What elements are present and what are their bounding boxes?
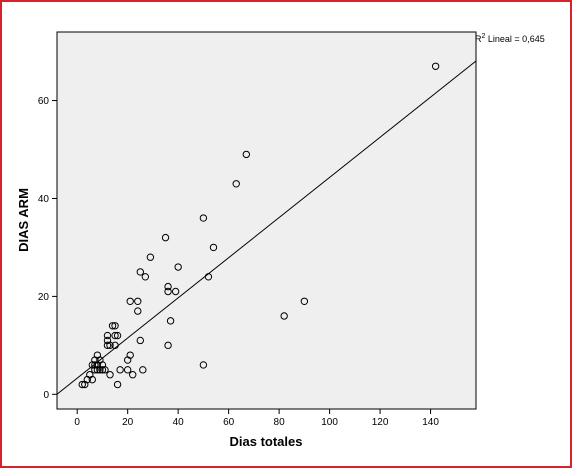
x-tick-label: 40 [173,417,185,428]
data-point [280,312,288,320]
data-point [209,243,218,252]
data-point [164,287,172,296]
y-tick-label: 60 [38,96,50,107]
fit-line [57,60,476,395]
r2-superscript: 2 [482,33,486,40]
data-point [113,380,122,389]
data-points [78,62,440,389]
data-point [111,341,119,350]
data-point [431,62,440,70]
data-point [134,307,142,315]
x-tick-label: 80 [274,417,286,428]
x-tick-label: 100 [321,417,338,428]
r2-prefix: R [475,34,482,44]
data-point [232,180,240,188]
data-point [242,150,251,159]
data-point [113,331,122,340]
data-point [111,331,119,340]
y-tick-label: 20 [38,292,50,303]
data-point [88,375,97,384]
data-point [164,341,172,350]
data-point [106,371,114,379]
x-axis-title: Dias totales [230,434,303,449]
data-point [204,273,213,281]
data-point [106,341,114,350]
data-point [101,366,109,374]
r2-value: Lineal = 0,645 [485,34,544,44]
data-point [93,366,102,374]
data-point [136,268,144,276]
y-tick-label: 40 [38,194,50,205]
data-point [166,317,175,325]
data-point [98,366,107,374]
data-point [174,263,182,271]
data-point [300,297,309,305]
data-point [111,322,119,330]
x-tick-label: 20 [122,417,134,428]
data-point [139,366,147,374]
data-point [136,336,144,345]
data-point [199,361,208,369]
x-tick-label: 0 [74,417,80,428]
data-point [126,297,134,305]
data-point [164,282,172,291]
data-point [116,366,124,374]
data-point [199,214,208,222]
data-point [108,322,117,330]
data-point [123,356,132,364]
data-point [96,366,104,374]
data-point [161,233,170,242]
data-point [146,253,155,261]
r2-annotation: R2 Lineal = 0,645 [475,33,545,44]
y-tick-label: 0 [43,390,49,401]
data-point [171,287,180,296]
plot-area [56,31,477,410]
y-axis-title: DIAS ARM [16,188,31,252]
data-point [91,366,99,374]
data-point [123,366,132,374]
axis-ticks: 0 20 40 60 80 100 120 140 0 20 40 60 [38,96,439,428]
data-point [129,371,137,379]
data-point [103,331,112,340]
x-tick-label: 120 [372,417,389,428]
x-tick-label: 140 [422,417,439,428]
x-tick-label: 60 [223,417,235,428]
data-point [81,380,89,389]
data-point [134,297,142,305]
data-point [103,341,112,350]
data-point [78,380,86,389]
data-point [141,273,150,281]
